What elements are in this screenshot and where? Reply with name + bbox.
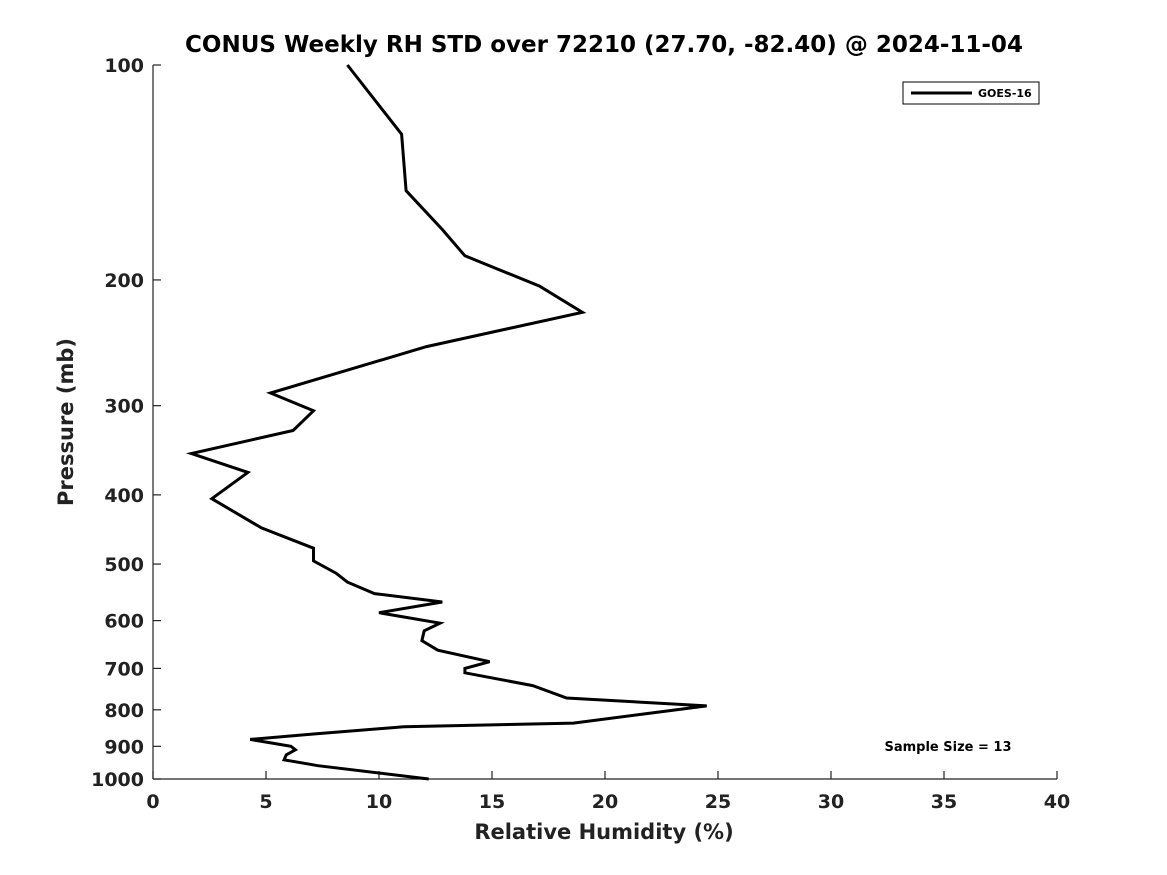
y-axis-ticks: 100 200 300 400 500 600 700 800 900 1000: [91, 55, 161, 791]
y-tick-label: 300: [104, 396, 144, 418]
x-tick-label: 20: [592, 791, 618, 813]
series-line-goes-16: [185, 64, 707, 781]
y-tick-label: 200: [104, 270, 144, 292]
y-axis-label: Pressure (mb): [54, 338, 78, 506]
x-axis-ticks: 0 5 10 15 20 25 30 35 40: [146, 771, 1070, 813]
x-axis-label: Relative Humidity (%): [474, 820, 733, 844]
x-tick-label: 5: [259, 791, 272, 813]
legend-entry-goes-16: GOES-16: [978, 87, 1032, 100]
y-tick-label: 600: [104, 611, 144, 633]
sample-size-annotation: Sample Size = 13: [884, 740, 1011, 755]
chart-title: CONUS Weekly RH STD over 72210 (27.70, -…: [185, 32, 1023, 58]
x-tick-label: 0: [146, 791, 159, 813]
legend: GOES-16: [902, 81, 1040, 105]
y-tick-label: 800: [104, 700, 144, 722]
y-tick-label: 100: [104, 55, 144, 77]
y-tick-label: 500: [104, 554, 144, 576]
y-tick-label: 700: [104, 658, 144, 680]
x-tick-label: 30: [818, 791, 844, 813]
x-tick-label: 10: [366, 791, 392, 813]
x-tick-label: 15: [479, 791, 505, 813]
y-tick-label: 400: [104, 485, 144, 507]
x-tick-label: 40: [1044, 791, 1070, 813]
x-tick-label: 25: [705, 791, 731, 813]
y-tick-label: 900: [104, 736, 144, 758]
x-tick-label: 35: [931, 791, 957, 813]
plot-area: [153, 65, 1057, 779]
y-tick-label: 1000: [91, 769, 144, 791]
